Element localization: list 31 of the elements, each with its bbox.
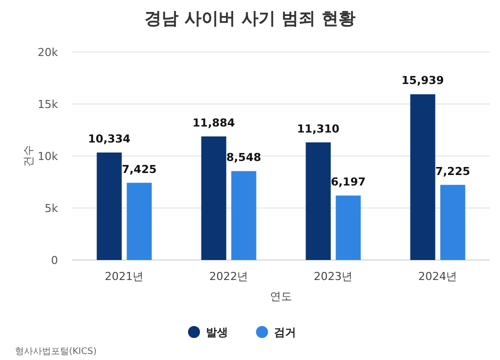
data-label: 11,310 [297,122,340,136]
bar [306,142,331,260]
y-tick-label: 20k [38,46,59,59]
bar [96,152,122,260]
x-tick-label: 2023년 [314,270,353,283]
data-label: 6,197 [330,176,366,189]
data-label: 8,548 [226,151,262,164]
bar [201,136,226,260]
x-tick-label: 2022년 [209,270,248,283]
data-label: 7,425 [122,162,157,176]
chart-title: 경남 사이버 사기 범죄 현황 [144,9,356,29]
bar [126,182,152,260]
y-tick-label: 5k [44,202,59,215]
legend-label: 발생 [206,326,228,339]
x-tick-label: 2021년 [104,270,144,283]
data-label: 15,939 [402,74,444,88]
data-label: 10,334 [88,132,131,146]
bar [440,184,466,260]
y-axis-title: 건수 [22,145,35,167]
y-tick-label: 15k [38,98,59,111]
bar [410,94,436,260]
data-label: 11,884 [192,116,236,130]
legend-label: 검거 [274,326,296,339]
y-tick-label: 0 [51,254,58,267]
text: 형사사법포털(KICS) [15,347,97,357]
y-tick-label: 10k [38,150,59,163]
x-axis-title: 연도 [270,290,292,303]
data-label: 7,225 [435,164,470,178]
bar [231,171,256,260]
bar [336,196,361,260]
x-tick-label: 2024년 [418,270,458,283]
